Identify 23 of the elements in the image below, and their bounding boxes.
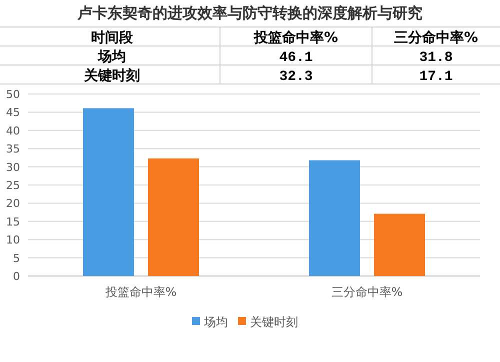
category-label: 投篮命中率% xyxy=(254,30,338,46)
text: 时间段 xyxy=(91,30,134,46)
chart-title: 卢卡东契奇的进攻效率与防守转换的深度解析与研究 xyxy=(76,4,422,22)
y-tick-label: 0 xyxy=(13,270,20,283)
y-tick-label: 15 xyxy=(6,215,20,228)
y-tick-label: 50 xyxy=(6,88,20,101)
y-tick-label: 45 xyxy=(6,106,20,120)
text: 17.1 xyxy=(419,69,453,85)
text: 46.1 xyxy=(279,50,313,66)
legend-label: 关键时刻 xyxy=(250,315,298,329)
y-tick-label: 40 xyxy=(6,124,20,138)
y-tick-label: 20 xyxy=(6,197,20,210)
text: 关键时刻 xyxy=(84,68,140,84)
text: 31.8 xyxy=(419,50,453,66)
y-tick-label: 5 xyxy=(13,252,20,265)
y-tick-label: 10 xyxy=(6,234,20,247)
y-tick-label: 25 xyxy=(6,179,20,192)
text: 场均 xyxy=(98,49,126,65)
y-tick-label: 35 xyxy=(6,142,20,156)
category-label: 三分命中率% xyxy=(394,30,478,46)
text: 32.3 xyxy=(279,69,313,85)
legend-label: 场均 xyxy=(203,315,228,329)
y-tick-label: 30 xyxy=(6,160,20,174)
